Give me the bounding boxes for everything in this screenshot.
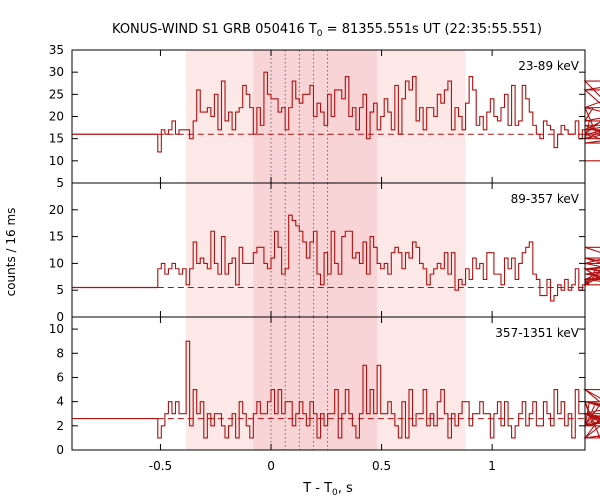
shaded-bands-layer: [186, 50, 466, 450]
y-axis-label: counts / 16 ms: [4, 208, 18, 297]
chart-title-prefix: KONUS-WIND S1 GRB 050416 T: [112, 22, 317, 37]
x-tick-label: 1: [488, 459, 496, 473]
energy-band-label: 357-1351 keV: [495, 326, 579, 340]
y-tick-label: 35: [49, 43, 64, 57]
y-tick-label: 25: [49, 87, 64, 101]
energy-band-label: 89-357 keV: [511, 192, 580, 206]
y-tick-label: 0: [56, 310, 64, 324]
x-tick-label: 0: [267, 459, 275, 473]
chart-title-suffix: = 81355.551s UT (22:35:55.551): [323, 22, 542, 37]
data-layer: [72, 50, 600, 450]
x-tick-label: -0.5: [149, 459, 172, 473]
y-tick-label: 8: [56, 346, 64, 360]
x-tick-label: 0.5: [372, 459, 391, 473]
chart-title-sub: 0: [317, 29, 323, 39]
chart-title: KONUS-WIND S1 GRB 050416 T0 = 81355.551s…: [112, 22, 542, 39]
y-tick-label: 20: [49, 203, 64, 217]
x-axis-label-sub: 0: [332, 488, 338, 498]
y-tick-label: 4: [56, 395, 64, 409]
x-axis-label-prefix: T - T: [302, 481, 332, 496]
x-axis-label-suffix: , s: [338, 481, 353, 496]
light-curve-histogram: [157, 214, 600, 302]
light-curve-histogram: [157, 340, 600, 439]
y-tick-label: 0: [56, 443, 64, 457]
y-tick-label: 6: [56, 370, 64, 384]
light-curve-histogram: [157, 71, 600, 162]
y-tick-label: 15: [49, 132, 64, 146]
y-tick-label: 15: [49, 230, 64, 244]
y-tick-label: 5: [56, 283, 64, 297]
y-tick-label: 10: [49, 154, 64, 168]
x-axis-label: T - T0, s: [302, 481, 353, 498]
panel-frame: [71, 316, 586, 451]
y-tick-label: 20: [49, 110, 64, 124]
y-tick-label: 10: [49, 256, 64, 270]
y-tick-label: 5: [56, 176, 64, 190]
y-tick-label: 30: [49, 65, 64, 79]
y-tick-label: 10: [49, 322, 64, 336]
energy-band-label: 23-89 keV: [518, 59, 580, 73]
y-tick-label: 2: [56, 419, 64, 433]
